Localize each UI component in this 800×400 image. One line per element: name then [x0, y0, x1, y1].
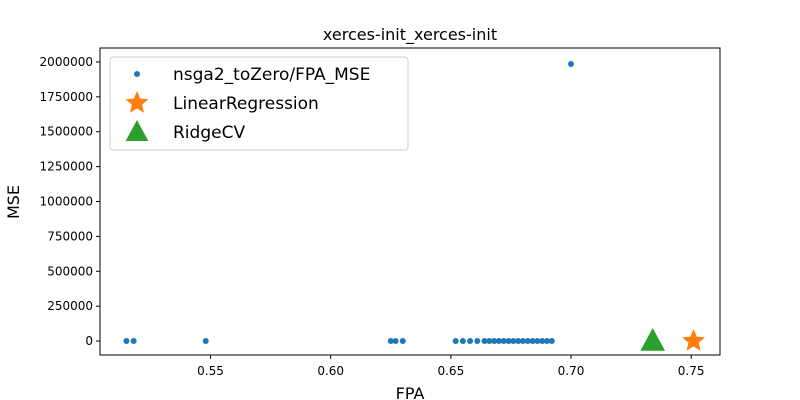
data-point-dot [510, 338, 517, 345]
data-point-dot [524, 338, 531, 345]
data-point-dot [543, 338, 550, 345]
y-tick-label: 500000 [47, 264, 93, 278]
y-axis-title: MSE [4, 185, 23, 219]
x-tick-label: 0.55 [197, 364, 224, 378]
legend-marker-dot [134, 71, 140, 77]
data-point-dot [495, 338, 502, 345]
y-tick-label: 1250000 [40, 160, 93, 174]
x-axis-title: FPA [396, 384, 425, 400]
y-tick-label: 1500000 [40, 125, 93, 139]
data-point-dot [452, 338, 459, 345]
data-point-dot [130, 338, 137, 345]
x-axis: 0.55 0.60 0.65 0.70 0.75 [197, 355, 705, 378]
data-point-star [682, 329, 705, 351]
data-point-dot [534, 338, 541, 345]
chart-title: xerces-init_xerces-init [323, 25, 497, 45]
data-point-dot [500, 338, 507, 345]
x-tick-label: 0.60 [317, 364, 344, 378]
legend-marker-triangle [125, 120, 149, 141]
legend-box [109, 56, 409, 151]
y-tick-label: 2000000 [40, 55, 93, 69]
y-tick-label: 1750000 [40, 90, 93, 104]
x-tick-label: 0.75 [678, 364, 705, 378]
y-tick-label: 250000 [47, 299, 93, 313]
data-point-dot [467, 338, 474, 345]
data-point-dot [568, 61, 575, 68]
data-point-dot [491, 338, 498, 345]
data-point-dot [515, 338, 522, 345]
data-point-dot [459, 338, 466, 345]
legend-label: nsga2_toZero/FPA_MSE [173, 65, 370, 85]
y-axis: 0 250000 500000 750000 1000000 1250000 1500000… [40, 55, 100, 348]
legend-marker-star [125, 91, 149, 113]
data-point-dot [548, 338, 555, 345]
data-point-dot [474, 338, 481, 345]
data-marks [123, 61, 705, 351]
y-tick-label: 1000000 [40, 195, 93, 209]
legend-label: RidgeCV [173, 123, 245, 143]
data-point-dot [202, 338, 209, 345]
y-tick-label: 0 [85, 334, 93, 348]
data-point-dot [539, 338, 546, 345]
x-tick-label: 0.65 [437, 364, 464, 378]
data-point-dot [392, 338, 399, 345]
data-point-dot [123, 338, 130, 345]
data-point-triangle [640, 328, 666, 351]
x-tick-label: 0.70 [558, 364, 585, 378]
legend: nsga2_toZero/FPA_MSE LinearRegression Ridg… [109, 56, 409, 151]
data-point-dot [387, 338, 394, 345]
y-tick-label: 750000 [47, 229, 93, 243]
data-point-dot [481, 338, 488, 345]
data-point-dot [505, 338, 512, 345]
data-point-dot [529, 338, 536, 345]
legend-label: LinearRegression [173, 94, 319, 114]
data-point-dot [399, 338, 406, 345]
data-point-dot [486, 338, 493, 345]
data-point-dot [519, 338, 526, 345]
